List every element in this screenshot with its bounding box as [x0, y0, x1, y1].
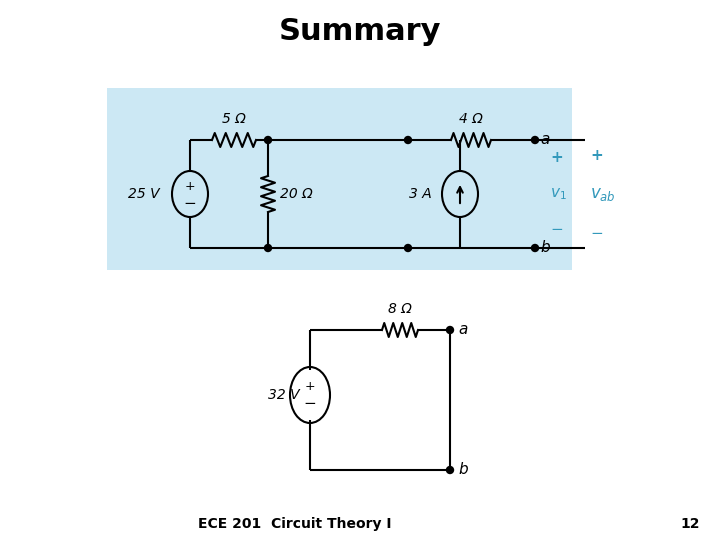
Text: Summary: Summary	[279, 17, 441, 46]
Text: $v_1$: $v_1$	[550, 186, 567, 202]
Text: +: +	[185, 179, 195, 192]
Text: −: −	[590, 226, 603, 240]
Circle shape	[264, 137, 271, 144]
Text: b: b	[540, 240, 549, 255]
Text: 4 Ω: 4 Ω	[459, 112, 483, 126]
Text: 8 Ω: 8 Ω	[388, 302, 412, 316]
Text: 20 Ω: 20 Ω	[280, 187, 312, 201]
Text: $v_{ab}$: $v_{ab}$	[590, 185, 616, 203]
Text: b: b	[458, 462, 467, 477]
Text: ECE 201  Circuit Theory I: ECE 201 Circuit Theory I	[198, 517, 392, 531]
Text: +: +	[590, 147, 603, 163]
Circle shape	[446, 327, 454, 334]
Text: 3 A: 3 A	[409, 187, 432, 201]
Text: −: −	[304, 396, 316, 411]
Text: 25 V: 25 V	[128, 187, 160, 201]
Text: −: −	[184, 195, 197, 211]
Text: +: +	[305, 381, 315, 394]
Circle shape	[405, 137, 412, 144]
Text: 5 Ω: 5 Ω	[222, 112, 246, 126]
Text: a: a	[458, 322, 467, 338]
Circle shape	[264, 245, 271, 252]
Circle shape	[446, 467, 454, 474]
Circle shape	[531, 137, 539, 144]
Bar	[107, 88, 572, 270]
Text: 12: 12	[680, 517, 700, 531]
Circle shape	[405, 245, 412, 252]
Text: 32 V: 32 V	[269, 388, 300, 402]
Text: −: −	[550, 222, 563, 238]
Text: a: a	[540, 132, 549, 147]
Circle shape	[531, 245, 539, 252]
Text: +: +	[550, 151, 563, 165]
